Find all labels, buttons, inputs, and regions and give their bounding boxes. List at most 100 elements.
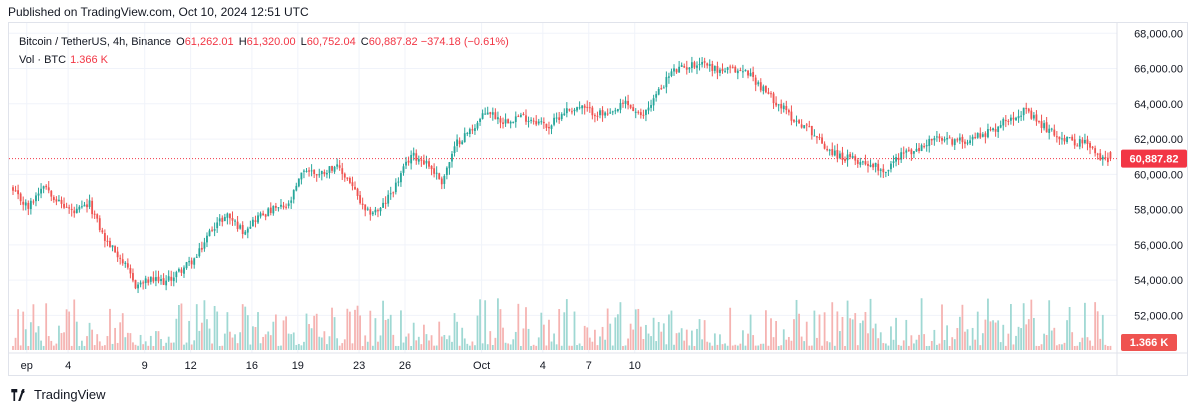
volume-bar <box>553 333 555 350</box>
candle-body <box>103 233 106 241</box>
volume-bar <box>366 341 369 350</box>
volume-bar <box>412 322 415 350</box>
candle-body <box>274 205 277 208</box>
volume-bar <box>956 328 959 350</box>
candle-body <box>999 125 1002 128</box>
candle-body <box>560 114 563 120</box>
volume-bar <box>188 320 190 350</box>
candle-body <box>190 260 193 265</box>
volume-bar <box>430 335 433 350</box>
candle-body <box>678 66 681 73</box>
candle-body <box>160 279 162 282</box>
candle-body <box>63 203 65 208</box>
volume-bar <box>933 329 936 350</box>
volume-bar <box>489 331 492 350</box>
volume-bar <box>966 329 969 350</box>
volume-bar <box>468 345 471 350</box>
volume-bar <box>1084 302 1086 350</box>
volume-bar <box>246 315 249 350</box>
low-label: L <box>300 36 307 48</box>
volume-bar <box>236 343 239 350</box>
candle-body <box>185 262 188 269</box>
volume-bar <box>231 337 234 350</box>
volume-bar <box>747 333 749 350</box>
volume-bar <box>1053 327 1056 350</box>
candle-body <box>616 109 619 112</box>
candle-body <box>1084 139 1086 144</box>
volume-bar <box>560 345 563 350</box>
candle-body <box>861 161 864 163</box>
candle-body <box>65 206 68 208</box>
volume-bar <box>226 312 229 350</box>
x-tick-label: 23 <box>353 360 365 372</box>
candle-body <box>231 218 234 221</box>
volume-bar <box>491 345 494 350</box>
candle-body <box>356 188 359 196</box>
candle-body <box>925 145 928 147</box>
candle-body <box>484 113 487 115</box>
volume-bar <box>142 344 145 350</box>
volume-bar <box>555 344 558 350</box>
volume-bar <box>103 345 106 350</box>
candle-body <box>132 273 134 281</box>
volume-bar <box>897 344 900 350</box>
candle-body <box>770 93 772 95</box>
candle-body <box>387 194 390 204</box>
candle-body <box>979 133 982 138</box>
candle-body <box>147 279 150 283</box>
volume-bar <box>938 343 941 350</box>
volume-bar <box>435 345 438 350</box>
volume-bar <box>239 332 242 350</box>
volume-bar <box>40 340 42 350</box>
volume-bar <box>775 320 778 350</box>
volume-bar <box>622 345 624 350</box>
candle-body <box>379 207 382 212</box>
volume-bar <box>867 333 869 350</box>
volume-bar <box>190 344 193 350</box>
candle-body <box>787 110 790 113</box>
candle-body <box>948 137 951 139</box>
volume-bar <box>1017 326 1020 350</box>
candlestick-chart[interactable]: 68,000.00 66,000.00 64,000.00 62,000.00 60,0… <box>9 23 1188 376</box>
candle-body <box>83 204 86 207</box>
volume-bar <box>1048 300 1051 350</box>
candle-body <box>867 163 869 166</box>
candle-body <box>606 113 609 115</box>
candle-body <box>1061 138 1063 140</box>
candle-body <box>662 87 665 89</box>
candle-body <box>884 171 887 173</box>
candle-body <box>264 214 267 217</box>
chart-frame[interactable]: 68,000.00 66,000.00 64,000.00 62,000.00 60,0… <box>8 22 1188 376</box>
volume-bar <box>200 322 203 350</box>
volume-bar <box>964 331 966 350</box>
candle-body <box>359 195 362 204</box>
volume-bar <box>252 326 254 350</box>
candle-body <box>236 221 239 229</box>
footer-brand[interactable]: TradingView <box>9 387 106 402</box>
volume-bar <box>185 342 188 350</box>
candle-body <box>1025 107 1028 110</box>
volume-bar <box>1002 324 1005 350</box>
volume-bar <box>81 340 83 350</box>
candle-body <box>856 160 859 164</box>
candle-body <box>239 225 242 229</box>
volume-legend: Vol · BTC 1.366 K <box>19 54 108 66</box>
candle-body <box>415 153 418 161</box>
volume-bar <box>394 345 397 350</box>
candle-body <box>60 199 63 204</box>
candle-body <box>468 129 471 134</box>
candle-body <box>507 119 510 124</box>
candle-body <box>234 220 236 222</box>
candle-body <box>563 113 566 116</box>
volume-bar <box>1099 338 1102 350</box>
candle-body <box>318 174 321 176</box>
candle-body <box>139 282 142 285</box>
volume-bar <box>1071 332 1074 350</box>
volume-bar <box>624 345 627 350</box>
candle-body <box>1007 120 1010 122</box>
candle-body <box>1004 120 1007 122</box>
volume-bar <box>75 321 78 350</box>
y-tick-label: 62,000.00 <box>1134 134 1183 146</box>
volume-bar <box>180 303 183 350</box>
volume-bar <box>1007 333 1010 350</box>
